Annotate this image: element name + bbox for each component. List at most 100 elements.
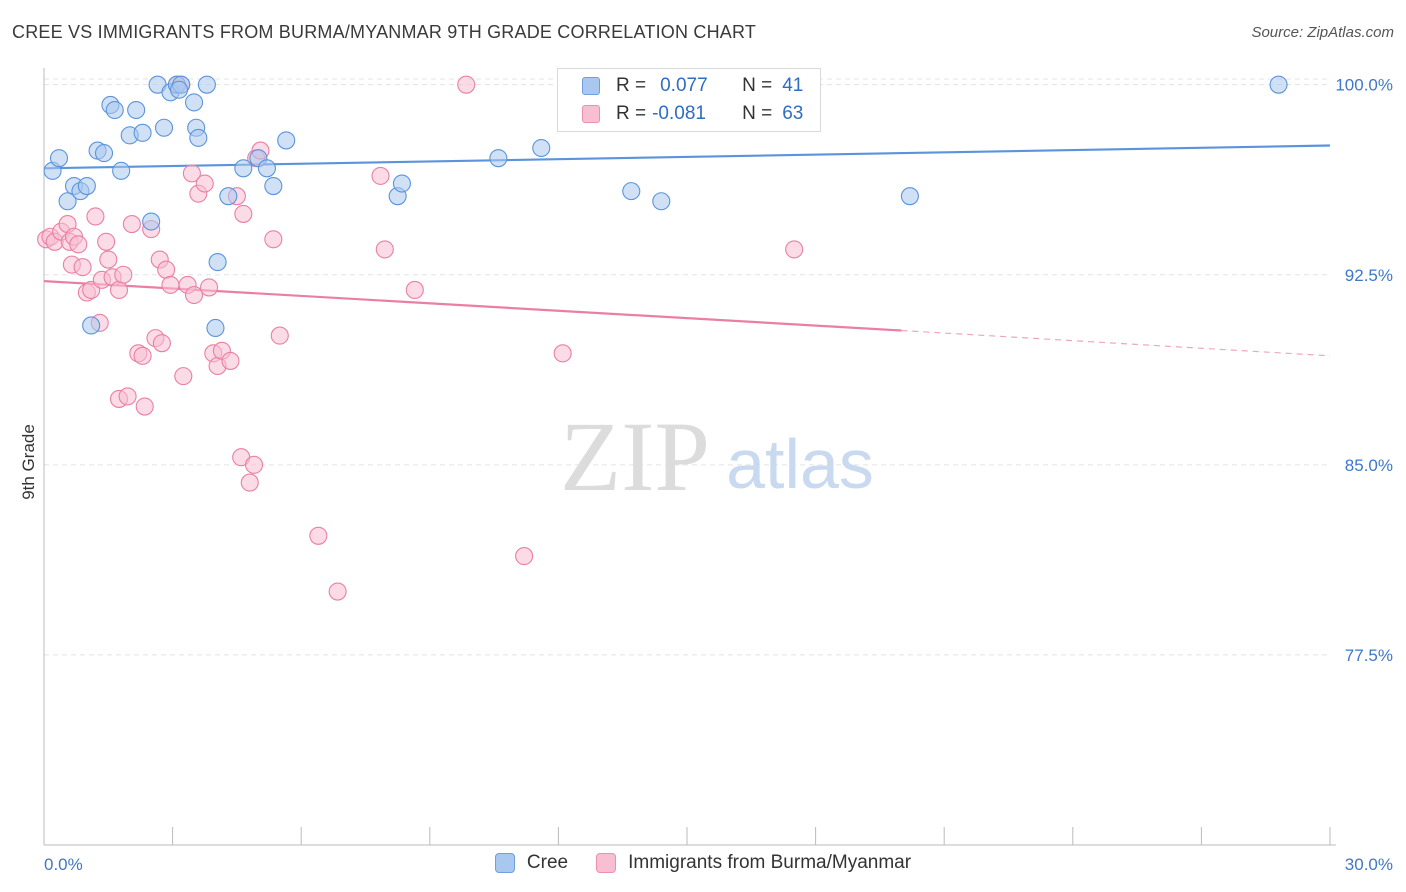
data-point: [82, 316, 101, 335]
data-point: [264, 230, 283, 249]
data-point: [244, 455, 264, 474]
series-legend-burma[interactable]: Immigrants from Burma/Myanmar: [596, 852, 911, 874]
y-tick-label: 100.0%: [1335, 76, 1393, 95]
data-point: [515, 547, 534, 566]
correlation-legend: R = 0.077 N = 41 R = -0.081 N = 63: [557, 68, 821, 132]
data-point: [127, 100, 146, 120]
data-point: [152, 334, 171, 353]
data-point: [109, 280, 129, 300]
trend-line-extension: [901, 329, 1331, 357]
series-legend-cree[interactable]: Cree: [494, 852, 569, 874]
legend-swatch-burma: [582, 105, 600, 123]
series-label-cree: Cree: [526, 852, 569, 873]
legend-n-value: 63: [782, 103, 804, 124]
data-point: [785, 240, 804, 259]
legend-r-value: -0.081: [652, 103, 706, 124]
y-tick-label: 77.5%: [1345, 646, 1393, 665]
data-point: [135, 397, 154, 416]
y-tick-labels: 100.0% 92.5% 85.0% 77.5%: [1335, 76, 1393, 665]
y-axis-label: 9th Grade: [19, 424, 38, 500]
data-point: [240, 473, 259, 492]
chart-title: CREE VS IMMIGRANTS FROM BURMA/MYANMAR 9T…: [12, 22, 757, 42]
watermark-atlas: atlas: [726, 425, 874, 503]
data-point: [161, 275, 180, 294]
data-point: [169, 80, 189, 99]
data-point: [99, 250, 118, 269]
data-point: [182, 164, 201, 183]
data-point: [457, 75, 476, 94]
data-point: [309, 526, 328, 545]
data-points: [37, 75, 1288, 601]
watermark: ZIP atlas: [560, 401, 874, 512]
data-point: [219, 187, 238, 206]
data-point: [94, 144, 114, 163]
data-point: [142, 212, 161, 231]
data-point: [133, 123, 152, 142]
x-tick-label: 0.0%: [44, 855, 83, 874]
data-point: [553, 344, 572, 363]
data-point: [197, 75, 216, 94]
data-point: [154, 118, 174, 137]
y-tick-label: 85.0%: [1345, 456, 1393, 475]
data-point: [184, 285, 204, 305]
data-point: [97, 232, 116, 251]
data-point: [652, 192, 671, 211]
data-point: [174, 367, 193, 386]
data-point: [234, 159, 253, 178]
data-point: [489, 149, 508, 168]
data-point: [195, 174, 214, 193]
legend-n-label: N =: [742, 103, 773, 124]
legend-r-label: R =: [616, 75, 647, 96]
series-label-burma: Immigrants from Burma/Myanmar: [628, 852, 912, 873]
data-point: [371, 166, 390, 185]
data-point: [184, 93, 204, 112]
data-point: [221, 351, 240, 370]
data-point: [122, 215, 141, 234]
data-point: [206, 318, 225, 338]
legend-swatch-cree: [582, 77, 600, 95]
x-tick-labels: 0.0% 30.0%: [44, 855, 1393, 874]
data-point: [114, 265, 133, 284]
source-note: Source: ZipAtlas.com: [1251, 24, 1394, 41]
axes: [43, 68, 1336, 846]
data-point: [257, 159, 276, 178]
data-point: [405, 280, 424, 300]
data-point: [105, 100, 124, 120]
data-point: [77, 176, 96, 196]
data-point: [900, 187, 919, 206]
data-point: [118, 387, 137, 406]
data-point: [375, 240, 394, 259]
legend-r-value: 0.077: [660, 75, 708, 96]
data-point: [69, 235, 88, 254]
series-swatch-burma: [596, 853, 617, 873]
data-point: [234, 204, 253, 223]
data-point: [86, 207, 105, 226]
data-point: [622, 182, 641, 201]
data-point: [277, 131, 296, 150]
x-tick-label: 30.0%: [1345, 855, 1393, 874]
series-legend: Cree Immigrants from Burma/Myanmar: [0, 852, 1406, 874]
data-point: [58, 192, 77, 211]
legend-row-cree: R = 0.077 N = 41: [582, 73, 803, 99]
data-point: [208, 253, 227, 272]
y-tick-label: 92.5%: [1345, 266, 1393, 285]
legend-n-label: N =: [742, 75, 773, 96]
data-point: [264, 176, 283, 196]
trend-lines: [43, 144, 1331, 357]
legend-row-burma: R = -0.081 N = 63: [582, 101, 803, 127]
data-point: [532, 138, 551, 158]
data-point: [270, 326, 289, 345]
data-point: [199, 278, 219, 297]
data-point: [328, 582, 347, 601]
data-point: [73, 258, 92, 277]
data-point: [157, 260, 176, 279]
data-point: [112, 161, 131, 180]
watermark-zip: ZIP: [560, 401, 710, 512]
legend-r-label: R =: [616, 103, 647, 124]
data-point: [133, 346, 152, 365]
data-point: [189, 128, 208, 147]
data-point: [1269, 75, 1288, 94]
data-point: [49, 149, 69, 168]
data-point: [392, 174, 411, 193]
